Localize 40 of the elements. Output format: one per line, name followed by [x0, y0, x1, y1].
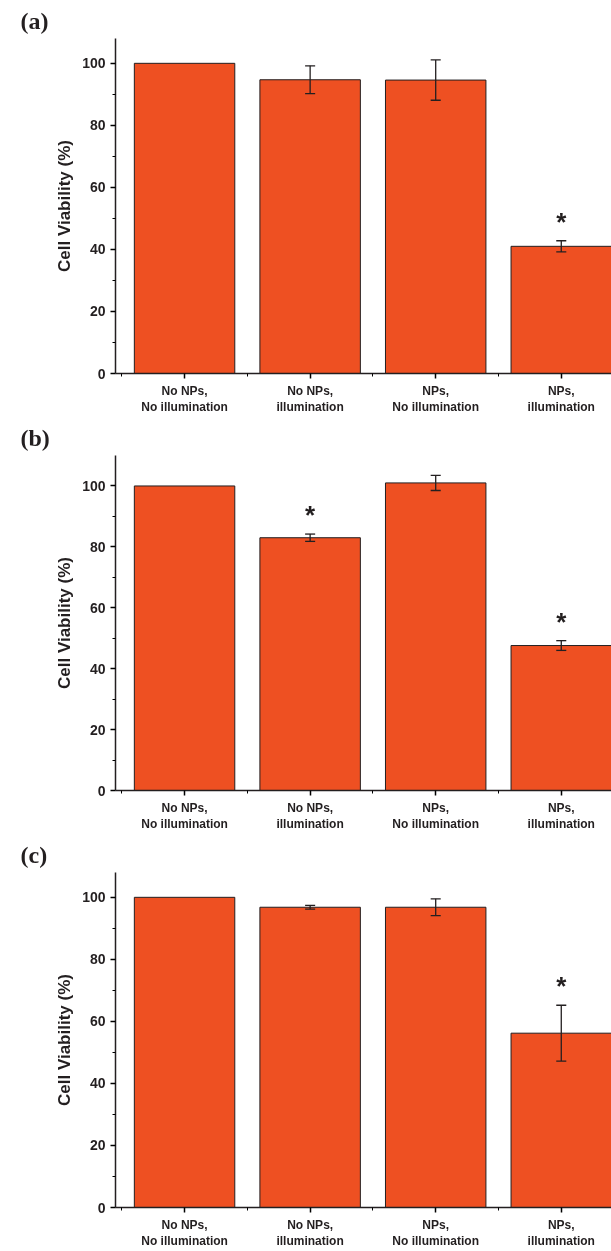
annotation: *	[556, 971, 568, 1002]
y-tick-label: 0	[97, 782, 106, 799]
chart-title: (a)	[20, 7, 49, 34]
y-tick-label: 60	[89, 179, 106, 196]
y-tick-label: 0	[97, 365, 106, 382]
chart-title: (b)	[20, 424, 50, 451]
y-tick-label: 20	[89, 1137, 106, 1154]
y-axis-title: Cell Viability (%)	[55, 557, 75, 689]
annotation: *	[556, 206, 568, 237]
x-tick-label: NPs, No illumination	[392, 383, 480, 415]
y-tick-label: 40	[89, 660, 106, 677]
y-tick-label: 80	[89, 538, 106, 555]
y-axis-title: Cell Viability (%)	[55, 974, 75, 1106]
y-axis-title: Cell Viability (%)	[55, 140, 75, 272]
x-tick-label: NPs, illumination	[527, 1217, 595, 1249]
y-tick-label: 40	[89, 241, 106, 258]
y-tick-label: 100	[82, 889, 106, 906]
x-tick-label: No NPs, No illumination	[141, 1217, 228, 1249]
x-tick-label: No NPs, illumination	[276, 1217, 344, 1249]
y-tick-label: 60	[89, 1013, 106, 1030]
y-tick-label: 80	[89, 951, 106, 968]
y-tick-label: 80	[89, 117, 106, 134]
y-tick-label: 0	[97, 1199, 106, 1216]
x-tick-label: NPs, No illumination	[392, 1217, 480, 1249]
y-tick-label: 60	[89, 599, 106, 616]
x-tick-label: No NPs, No illumination	[141, 800, 228, 832]
y-tick-label: 40	[89, 1075, 106, 1092]
y-tick-label: 20	[89, 721, 106, 738]
x-tick-label: No NPs, illumination	[276, 383, 344, 415]
x-tick-label: NPs, illumination	[527, 383, 595, 415]
y-tick-label: 20	[89, 303, 106, 320]
annotation: *	[305, 500, 317, 531]
annotation: *	[556, 606, 568, 637]
y-tick-label: 100	[82, 477, 106, 494]
x-tick-label: NPs, No illumination	[392, 800, 480, 832]
x-tick-label: No NPs, illumination	[276, 800, 344, 832]
x-tick-label: No NPs, No illumination	[141, 383, 228, 415]
x-tick-label: NPs, illumination	[527, 800, 595, 832]
y-tick-label: 100	[82, 55, 106, 72]
chart-title: (c)	[20, 841, 48, 868]
